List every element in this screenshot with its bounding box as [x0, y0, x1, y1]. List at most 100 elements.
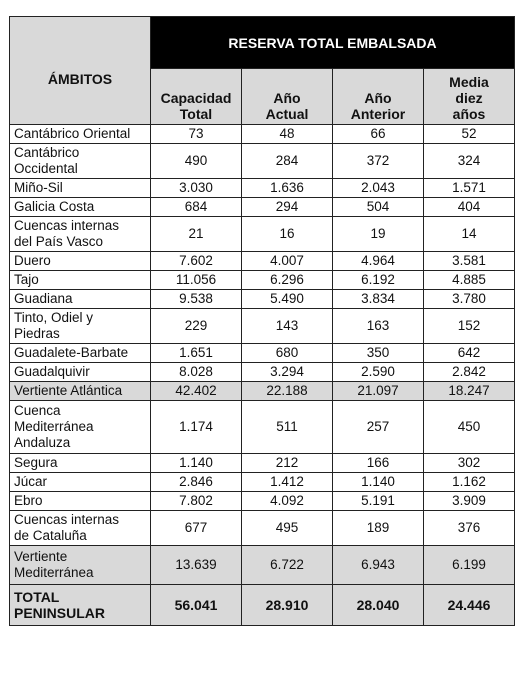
cell-media: 24.446: [422, 584, 516, 626]
cell-anterior: 163: [332, 308, 424, 344]
cell-anterior: 5.191: [332, 491, 424, 511]
table-row: Cuencas internas del País Vasco 21 16 19 …: [9, 216, 516, 252]
cell-actual: 284: [241, 143, 333, 179]
cell-media: 3.581: [422, 251, 516, 271]
cell-actual: 6.296: [241, 270, 333, 290]
cell-media: 324: [422, 143, 516, 179]
cell-anterior: 28.040: [332, 584, 424, 626]
header-reserva-total: RESERVA TOTAL EMBALSADA: [149, 16, 516, 69]
cell-media: 6.199: [422, 545, 516, 585]
header-media-diez-anos: Media diez años: [422, 68, 516, 125]
cell-media: 642: [422, 343, 516, 363]
cell-capacidad: 8.028: [150, 362, 242, 382]
cell-capacidad: 3.030: [150, 178, 242, 198]
cell-actual: 48: [241, 124, 333, 144]
cell-capacidad: 677: [150, 510, 242, 546]
cell-anterior: 66: [332, 124, 424, 144]
cell-capacidad: 11.056: [150, 270, 242, 290]
cell-capacidad: 1.174: [150, 400, 242, 454]
cell-anterior: 350: [332, 343, 424, 363]
table-row: Cuenca Mediterránea Andaluza 1.174 511 257…: [9, 400, 516, 454]
table-row: Guadalquivir 8.028 3.294 2.590 2.842: [9, 362, 516, 382]
cell-capacidad: 13.639: [150, 545, 242, 585]
cell-capacidad: 21: [150, 216, 242, 252]
cell-anterior: 2.043: [332, 178, 424, 198]
cell-ambito: Tinto, Odiel y Piedras: [9, 308, 151, 344]
cell-ambito: Guadalete-Barbate: [9, 343, 151, 363]
table-row-total: TOTAL PENINSULAR 56.041 28.910 28.040 24.…: [9, 584, 516, 626]
table-row: Tajo 11.056 6.296 6.192 4.885: [9, 270, 516, 290]
cell-capacidad: 73: [150, 124, 242, 144]
cell-media: 404: [422, 197, 516, 217]
cell-ambito: Cuencas internas de Cataluña: [9, 510, 151, 546]
cell-ambito: Guadiana: [9, 289, 151, 309]
table-row: Júcar 2.846 1.412 1.140 1.162: [9, 472, 516, 492]
cell-ambito: Cantábrico Occidental: [9, 143, 151, 179]
cell-ambito: Galicia Costa: [9, 197, 151, 217]
cell-anterior: 21.097: [332, 381, 424, 401]
cell-anterior: 504: [332, 197, 424, 217]
cell-media: 18.247: [422, 381, 516, 401]
cell-capacidad: 2.846: [150, 472, 242, 492]
cell-actual: 1.412: [241, 472, 333, 492]
cell-anterior: 372: [332, 143, 424, 179]
cell-anterior: 6.943: [332, 545, 424, 585]
cell-capacidad: 42.402: [150, 381, 242, 401]
cell-capacidad: 7.602: [150, 251, 242, 271]
cell-ambito: Cuenca Mediterránea Andaluza: [9, 400, 151, 454]
cell-capacidad: 1.140: [150, 453, 242, 473]
cell-ambito: Vertiente Mediterránea: [9, 545, 151, 585]
header-ambitos: ÁMBITOS: [9, 16, 151, 125]
table-row: Segura 1.140 212 166 302: [9, 453, 516, 473]
table-row: Guadalete-Barbate 1.651 680 350 642: [9, 343, 516, 363]
cell-ambito: Duero: [9, 251, 151, 271]
cell-capacidad: 229: [150, 308, 242, 344]
cell-actual: 143: [241, 308, 333, 344]
cell-actual: 5.490: [241, 289, 333, 309]
cell-actual: 4.007: [241, 251, 333, 271]
cell-ambito: Júcar: [9, 472, 151, 492]
cell-actual: 3.294: [241, 362, 333, 382]
cell-ambito: Cuencas internas del País Vasco: [9, 216, 151, 252]
table-row: Duero 7.602 4.007 4.964 3.581: [9, 251, 516, 271]
table-row: Cantábrico Oriental 73 48 66 52: [9, 124, 516, 144]
header-ano-actual: Año Actual: [241, 68, 333, 125]
table-row: Ebro 7.802 4.092 5.191 3.909: [9, 491, 516, 511]
cell-actual: 22.188: [241, 381, 333, 401]
cell-capacidad: 1.651: [150, 343, 242, 363]
cell-anterior: 3.834: [332, 289, 424, 309]
cell-actual: 294: [241, 197, 333, 217]
cell-capacidad: 9.538: [150, 289, 242, 309]
cell-anterior: 4.964: [332, 251, 424, 271]
cell-media: 152: [422, 308, 516, 344]
cell-media: 450: [422, 400, 516, 454]
cell-actual: 28.910: [241, 584, 333, 626]
cell-ambito: Guadalquivir: [9, 362, 151, 382]
cell-capacidad: 7.802: [150, 491, 242, 511]
table-row: Galicia Costa 684 294 504 404: [9, 197, 516, 217]
cell-actual: 212: [241, 453, 333, 473]
cell-capacidad: 490: [150, 143, 242, 179]
cell-anterior: 6.192: [332, 270, 424, 290]
table-row-subtotal: Vertiente Atlántica 42.402 22.188 21.097…: [9, 381, 516, 401]
table-row: Miño-Sil 3.030 1.636 2.043 1.571: [9, 178, 516, 198]
cell-actual: 680: [241, 343, 333, 363]
cell-anterior: 166: [332, 453, 424, 473]
cell-media: 1.162: [422, 472, 516, 492]
cell-media: 376: [422, 510, 516, 546]
cell-anterior: 2.590: [332, 362, 424, 382]
cell-media: 14: [422, 216, 516, 252]
cell-anterior: 1.140: [332, 472, 424, 492]
table-row: Guadiana 9.538 5.490 3.834 3.780: [9, 289, 516, 309]
table-row: Cantábrico Occidental 490 284 372 324: [9, 143, 516, 179]
cell-ambito: Ebro: [9, 491, 151, 511]
header-ano-anterior: Año Anterior: [332, 68, 424, 125]
table-row-subtotal: Vertiente Mediterránea 13.639 6.722 6.943…: [9, 545, 516, 585]
cell-ambito: Tajo: [9, 270, 151, 290]
cell-media: 1.571: [422, 178, 516, 198]
cell-media: 2.842: [422, 362, 516, 382]
table-row: Cuencas internas de Cataluña 677 495 189 …: [9, 510, 516, 546]
cell-actual: 16: [241, 216, 333, 252]
cell-capacidad: 684: [150, 197, 242, 217]
reservoir-table: ÁMBITOS RESERVA TOTAL EMBALSADA Capacida…: [9, 16, 516, 626]
